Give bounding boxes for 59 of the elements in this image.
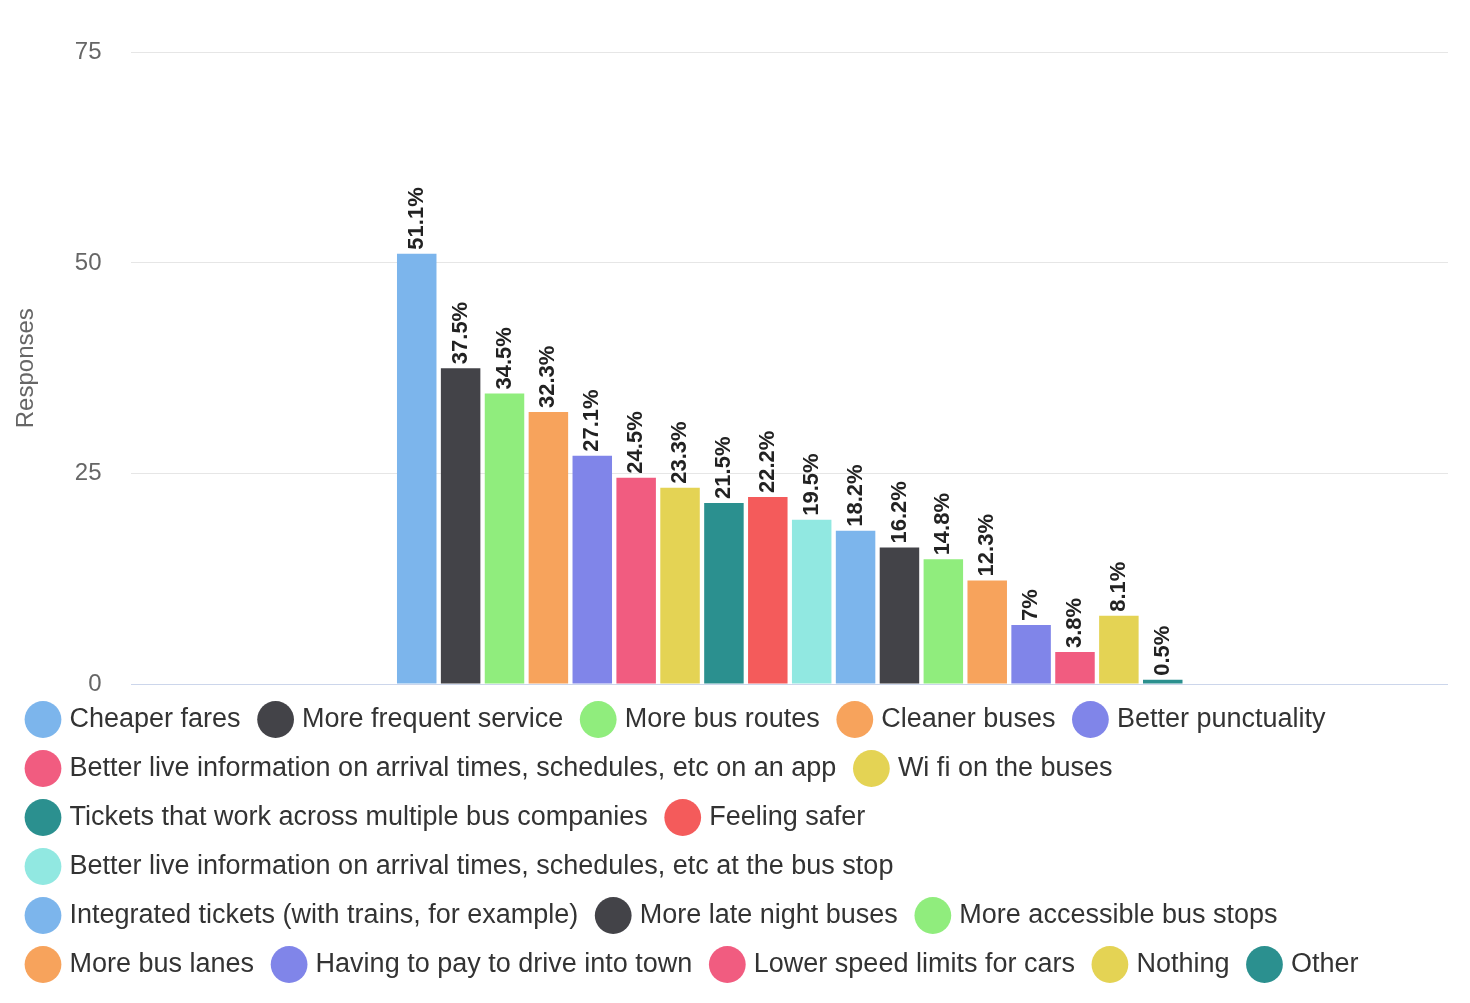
legend-label: Tickets that work across multiple bus companies [69,800,648,831]
bar [528,411,569,684]
legend-label: Integrated tickets (with trains, for example) [69,898,579,929]
data-label: 8.1% [1104,561,1130,612]
bar [791,519,832,684]
legend-label: Better live information on arrival times, schedules, etc on an app [69,751,837,782]
legend-label: Lower speed limits for cars [753,947,1075,978]
data-label: 12.3% [973,514,999,577]
bar [835,530,876,684]
bar [616,477,656,684]
bar [440,368,481,684]
y-axis-title: Responses [11,308,39,429]
bar [396,253,437,684]
data-label: 7% [1017,589,1043,622]
data-label: 34.5% [490,327,516,390]
bar [704,502,744,684]
legend-label: More accessible bus stops [959,898,1278,929]
y-tick-label: 25 [74,458,102,486]
bar [748,497,788,684]
bar [660,487,700,684]
bar [1099,615,1139,684]
legend-label: Better live information on arrival times, schedules, etc at the bus stop [69,849,894,880]
data-label: 3.8% [1061,597,1087,648]
bar [1143,679,1183,684]
legend-label: Having to pay to drive into town [315,947,693,978]
legend-label: More late night buses [639,898,898,929]
data-label: 51.1% [402,187,428,250]
bar [879,547,920,684]
legend-label: Wi fi on the buses [897,751,1113,782]
bar [923,559,964,684]
y-tick-label: 0 [88,668,102,696]
y-tick-label: 75 [74,37,102,65]
legend-label: Cleaner buses [881,702,1056,733]
bar [1055,652,1095,684]
data-label: 32.3% [534,345,560,408]
legend-label: Cheaper fares [69,702,241,733]
legend-label: Better punctuality [1116,702,1327,733]
y-tick-label: 50 [74,247,102,275]
legend-label: More bus routes [624,702,820,733]
legend-label: More bus lanes [69,947,255,978]
data-label: 24.5% [622,411,648,474]
bar [967,580,1007,684]
data-label: 22.2% [753,430,779,494]
data-label: 0.5% [1148,625,1174,676]
legend-label: Feeling safer [709,800,866,831]
data-label: 27.1% [578,389,604,452]
bar [1011,625,1051,684]
data-label: 23.3% [666,421,692,484]
bar [572,455,613,684]
legend-label: Other [1290,947,1359,978]
bar [484,393,525,684]
legend-label: More frequent service [302,702,564,733]
data-label: 18.2% [841,464,867,527]
data-label: 21.5% [709,436,735,499]
data-label: 37.5% [446,301,472,365]
data-label: 19.5% [797,453,823,516]
data-label: 16.2% [885,481,911,544]
legend-label: Nothing [1136,947,1230,978]
data-label: 14.8% [929,492,955,556]
